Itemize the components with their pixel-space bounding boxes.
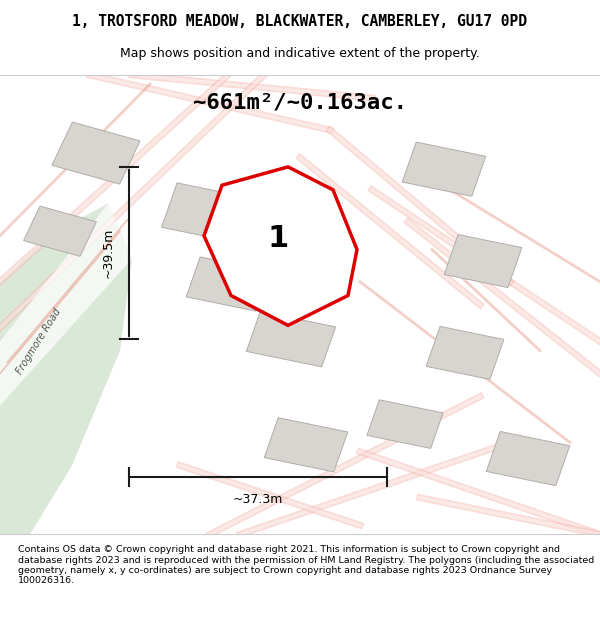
Text: Map shows position and indicative extent of the property.: Map shows position and indicative extent… — [120, 48, 480, 61]
Bar — [52, 122, 140, 184]
Bar — [186, 257, 270, 311]
Bar — [161, 183, 253, 243]
Bar — [426, 326, 504, 379]
Bar — [402, 142, 486, 196]
Text: ~37.3m: ~37.3m — [233, 493, 283, 506]
Bar — [247, 311, 335, 367]
Text: ~661m²/~0.163ac.: ~661m²/~0.163ac. — [193, 92, 407, 112]
Polygon shape — [0, 204, 132, 406]
Polygon shape — [0, 204, 132, 534]
Text: 1: 1 — [267, 224, 289, 253]
Text: Frogmore Road: Frogmore Road — [15, 307, 63, 376]
Bar — [486, 431, 570, 486]
Text: ~39.5m: ~39.5m — [101, 228, 115, 278]
Bar — [23, 206, 97, 256]
Bar — [264, 418, 348, 472]
Polygon shape — [204, 167, 357, 326]
Text: Contains OS data © Crown copyright and database right 2021. This information is : Contains OS data © Crown copyright and d… — [18, 545, 594, 586]
Text: 1, TROTSFORD MEADOW, BLACKWATER, CAMBERLEY, GU17 0PD: 1, TROTSFORD MEADOW, BLACKWATER, CAMBERL… — [73, 14, 527, 29]
Bar — [367, 400, 443, 448]
Bar — [444, 234, 522, 288]
